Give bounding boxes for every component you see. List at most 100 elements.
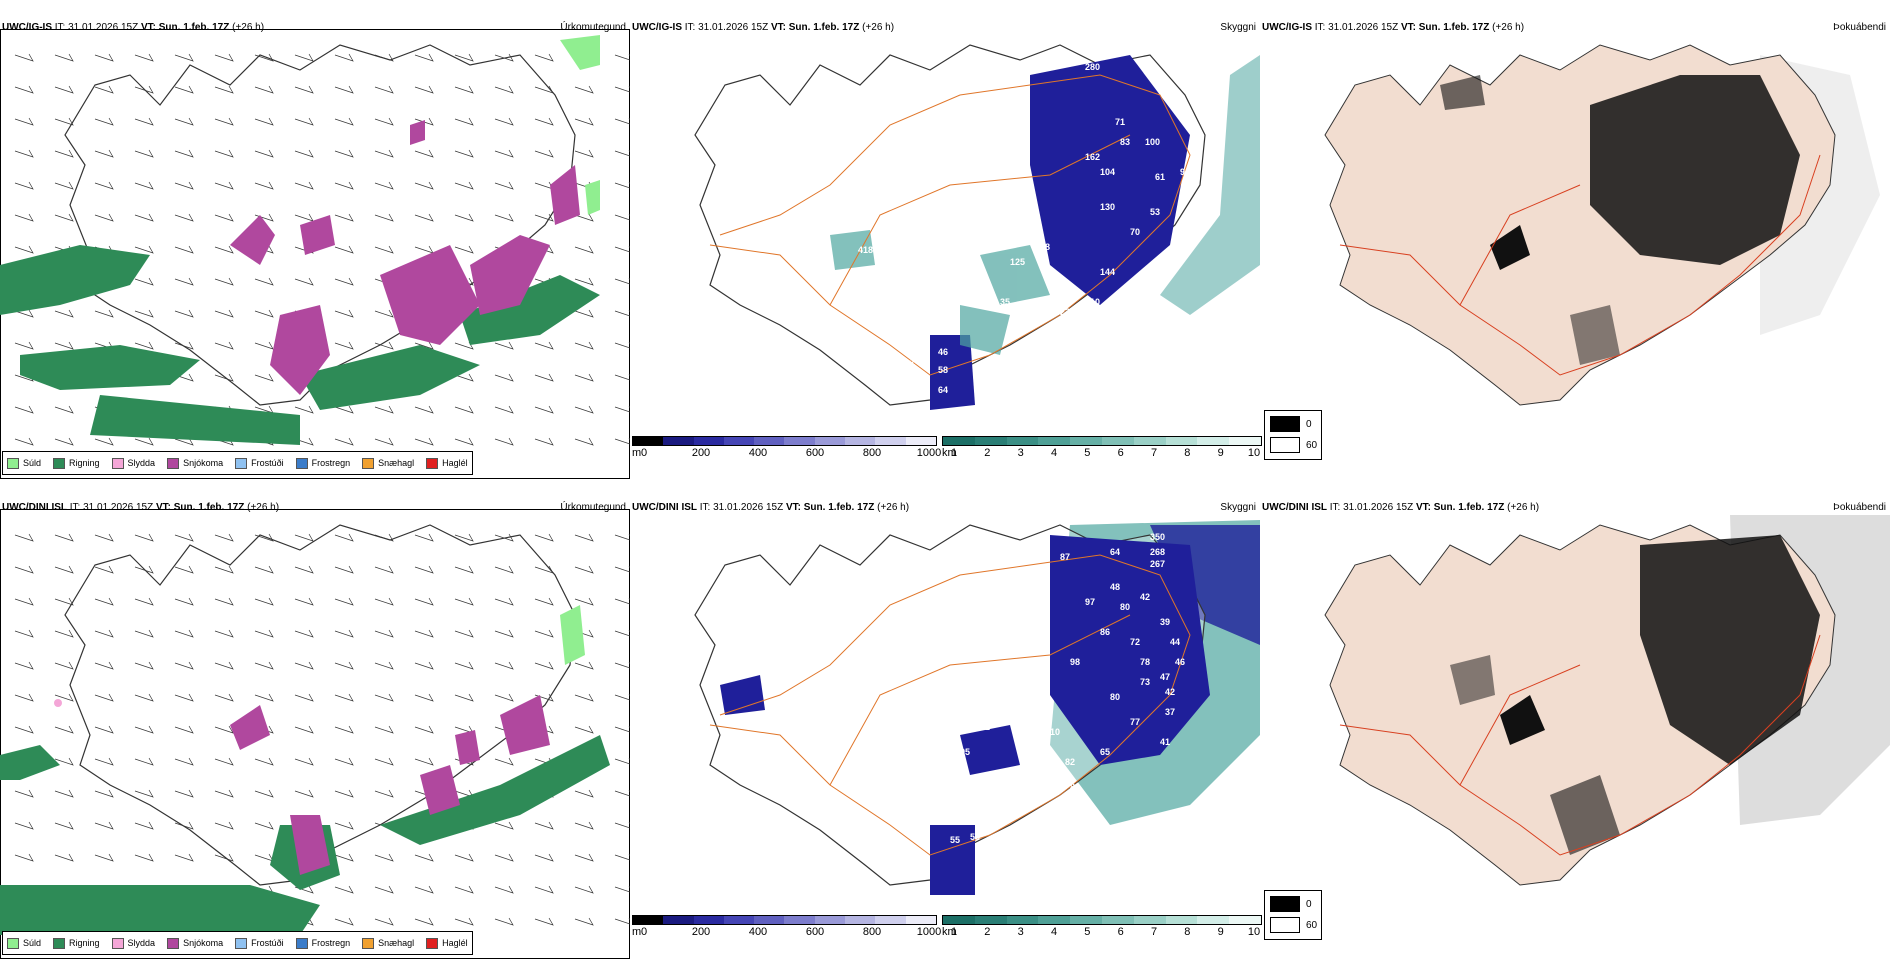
panel-title: Skyggni xyxy=(1220,22,1256,33)
wind-barb xyxy=(174,277,194,286)
wind-barb xyxy=(334,789,354,798)
wind-barb xyxy=(54,213,74,222)
wind-barb xyxy=(54,629,74,638)
visibility-label: 62 xyxy=(980,722,990,732)
wind-barb xyxy=(94,117,114,126)
wind-barb xyxy=(454,565,474,574)
visibility-label: 71 xyxy=(1115,117,1125,127)
colorbar-unit: m xyxy=(632,447,642,459)
wind-barb xyxy=(94,565,114,574)
wind-barb xyxy=(534,629,554,638)
wind-barb xyxy=(414,533,434,542)
wind-barb xyxy=(574,117,594,126)
legend-swatch xyxy=(167,937,180,949)
visibility-panel-row2: UWC/DINI ISL IT: 31.01.2026 15Z VT: Sun.… xyxy=(630,495,1260,965)
wind-barb xyxy=(14,245,34,254)
wind-barb xyxy=(14,661,34,670)
wind-barb xyxy=(534,437,554,446)
wind-barb xyxy=(254,53,274,62)
wind-barb xyxy=(414,917,434,926)
legend-item: Snæhagl xyxy=(362,937,414,949)
wind-barb xyxy=(134,661,154,670)
visibility-label: 350 xyxy=(1150,532,1165,542)
roads xyxy=(709,554,1191,856)
wind-barb xyxy=(534,885,554,894)
wind-barb xyxy=(14,117,34,126)
panel-title: Þokuábendi xyxy=(1833,502,1886,513)
wind-barb xyxy=(174,437,194,446)
visibility-label: 44 xyxy=(1170,637,1180,647)
wind-barb xyxy=(494,117,514,126)
wind-barb xyxy=(294,181,314,190)
legend-swatch xyxy=(235,457,248,469)
visibility-label: 56 xyxy=(970,832,980,842)
colorbar-tick: 800 xyxy=(862,926,882,938)
vis-colorbar xyxy=(942,436,1262,446)
colorbar-tick: 1000 xyxy=(916,926,942,938)
wind-barb xyxy=(374,725,394,734)
colorbar-tick: 8 xyxy=(1184,447,1191,459)
wind-barb xyxy=(574,565,594,574)
drizzle-areas xyxy=(560,605,585,665)
wind-barb xyxy=(174,53,194,62)
wind-barb xyxy=(94,149,114,158)
wind-barb xyxy=(174,693,194,702)
wind-barb xyxy=(374,405,394,414)
wind-barb xyxy=(614,309,630,317)
wind-barb xyxy=(214,565,234,574)
wind-barb xyxy=(574,405,594,414)
visibility-label: 58 xyxy=(1040,242,1050,252)
legend-item: Frostúði xyxy=(235,457,284,469)
visibility-label: 96 xyxy=(1050,292,1060,302)
colorbar-tick: 10 xyxy=(1247,447,1261,459)
wind-barb xyxy=(94,693,114,702)
panel-header: UWC/DINI ISL IT: 31.01.2026 15Z VT: Sun.… xyxy=(632,502,910,513)
wind-barb xyxy=(414,885,434,894)
wind-barb xyxy=(134,533,154,542)
wind-barb xyxy=(334,885,354,894)
legend-label: Frostregn xyxy=(311,458,351,468)
wind-barb xyxy=(254,341,274,350)
wind-barb xyxy=(574,533,594,542)
visibility-label: 310 xyxy=(1085,297,1100,307)
height-colorbar xyxy=(632,915,937,925)
wind-barb xyxy=(14,85,34,94)
legend-label: Slydda xyxy=(127,458,156,468)
precip-panel-row2: UWC/DINI ISL IT: 31.01.2026 15Z VT: Sun.… xyxy=(0,495,630,965)
wind-barb xyxy=(334,213,354,222)
visibility-label: 35 xyxy=(1000,297,1010,307)
wind-barb xyxy=(534,373,554,382)
wind-barb xyxy=(54,341,74,350)
panel-header: UWC/DINI ISL IT: 31.01.2026 15Z VT: Sun.… xyxy=(2,502,280,513)
wind-barb xyxy=(414,661,434,670)
wind-barb xyxy=(494,213,514,222)
wind-barb xyxy=(214,725,234,734)
wind-barb xyxy=(574,373,594,382)
wind-barb xyxy=(334,565,354,574)
wind-barb xyxy=(14,437,34,446)
wind-barb xyxy=(614,565,630,573)
visibility-label: 95 xyxy=(960,747,970,757)
visibility-panel-row1: UWC/IG-IS IT: 31.01.2026 15Z VT: Sun. 1.… xyxy=(630,15,1260,485)
legend-item: Snjókoma xyxy=(167,457,223,469)
wind-barb xyxy=(494,885,514,894)
colorbar-tick: 800 xyxy=(862,447,882,459)
legend-swatch xyxy=(53,457,66,469)
height-colorbar xyxy=(632,436,937,446)
wind-barb xyxy=(14,533,34,542)
wind-barb xyxy=(614,885,630,893)
wind-barb xyxy=(134,277,154,286)
legend-label: Haglél xyxy=(442,938,468,948)
wind-barb xyxy=(134,789,154,798)
wind-barb xyxy=(414,85,434,94)
wind-barb xyxy=(214,597,234,606)
height-colorbar-row1: m 0 200 400 600 800 1000 xyxy=(632,436,941,942)
wind-barb xyxy=(174,565,194,574)
wind-barb xyxy=(214,757,234,766)
colorbar-tick: 3 xyxy=(1017,926,1024,938)
wind-barb xyxy=(574,85,594,94)
wind-barb xyxy=(254,661,274,670)
wind-barb xyxy=(454,629,474,638)
wind-barb xyxy=(614,629,630,637)
